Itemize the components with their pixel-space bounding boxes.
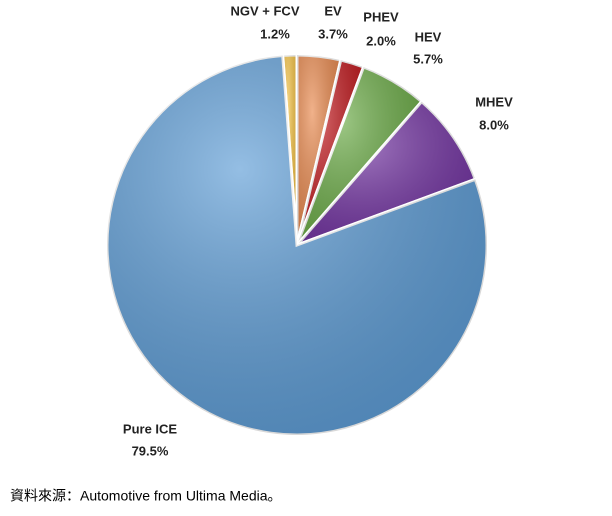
slice-name: PHEV: [363, 9, 399, 24]
slice-value: 1.2%: [260, 26, 290, 41]
slice-name: EV: [324, 3, 342, 18]
slice-value: 5.7%: [413, 51, 443, 66]
slice-name: MHEV: [475, 94, 513, 109]
slice-value: 3.7%: [318, 26, 348, 41]
pie: [105, 53, 489, 437]
slice-name: Pure ICE: [123, 421, 178, 436]
slice-name: NGV + FCV: [231, 3, 300, 18]
source-note: 資料來源：Automotive from Ultima Media。: [10, 488, 282, 504]
slice-name: HEV: [415, 29, 442, 44]
slice-value: 8.0%: [479, 117, 509, 132]
slice-value: 79.5%: [132, 443, 169, 458]
slice-value: 2.0%: [366, 33, 396, 48]
